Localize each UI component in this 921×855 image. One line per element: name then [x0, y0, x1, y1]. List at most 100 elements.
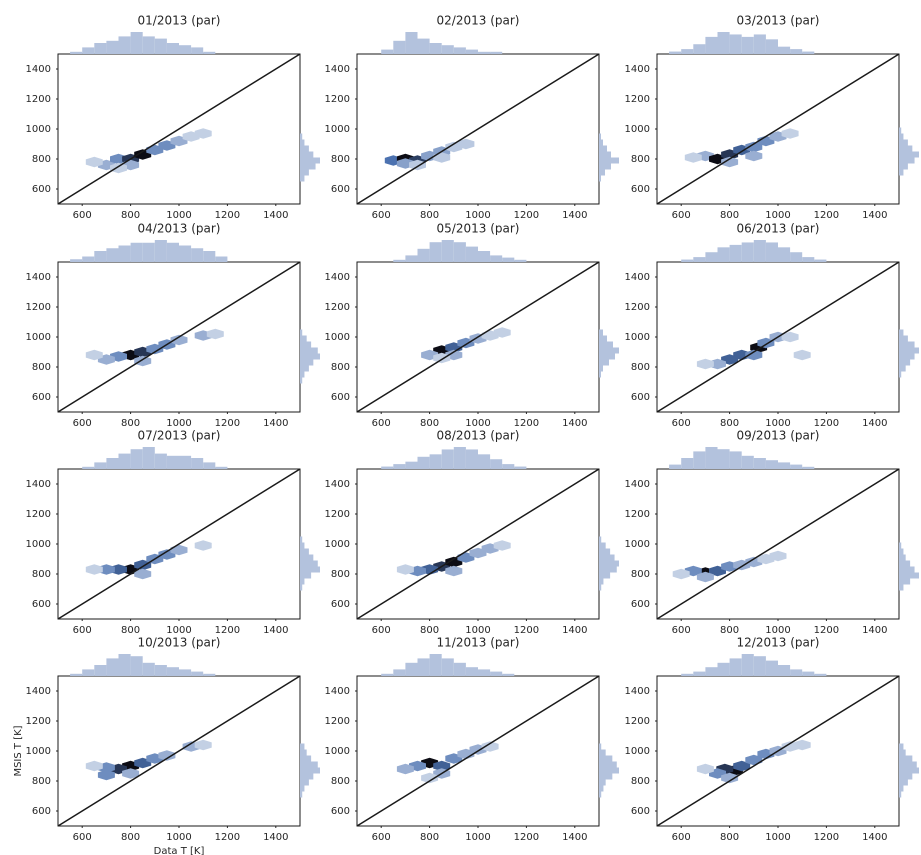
right-hist-bar [300, 749, 307, 756]
right-hist-bar [899, 761, 917, 768]
y-tick-label: 600 [32, 599, 51, 610]
top-hist-bar [514, 259, 527, 262]
x-tick-label: 1200 [514, 625, 539, 636]
identity-line [57, 675, 301, 827]
right-hist-bar [300, 335, 307, 342]
right-hist-bar [300, 151, 314, 158]
y-tick-label: 1000 [26, 746, 51, 757]
x-tick-label: 600 [73, 418, 92, 429]
y-tick-label: 1400 [325, 272, 350, 283]
right-hist-bar [300, 139, 305, 146]
top-hist-bar [778, 665, 791, 676]
x-tick-label: 600 [372, 832, 391, 843]
top-hist-bar [681, 458, 694, 469]
top-hist-bar [705, 252, 718, 262]
top-hist-bar [753, 240, 766, 262]
right-hist-bar [300, 779, 309, 786]
right-hist-bar [899, 743, 904, 750]
right-hist-bar [899, 353, 915, 360]
hex-cell [396, 763, 414, 775]
right-hist-bar [300, 572, 312, 579]
top-hist-bar [465, 449, 478, 469]
x-tick-label: 1000 [166, 418, 191, 429]
hex-cell [433, 760, 451, 772]
right-hist-bar [599, 560, 619, 567]
right-hist-bar [300, 329, 303, 336]
y-tick-label: 600 [32, 184, 51, 195]
top-hist-bar [717, 449, 730, 469]
top-hist-bar [191, 458, 204, 469]
right-hist-bar [899, 584, 904, 591]
x-tick-label: 1400 [562, 625, 587, 636]
right-hist-bar [599, 163, 611, 170]
right-hist-bar [899, 335, 908, 342]
y-tick-label: 1000 [26, 332, 51, 343]
top-hist-bar [705, 447, 718, 469]
x-tick-label: 600 [672, 210, 691, 221]
top-hist-bar [814, 673, 827, 676]
top-hist-bar [179, 455, 192, 469]
right-hist-bar [899, 145, 913, 152]
y-tick-label: 600 [331, 806, 350, 817]
x-tick-label: 1400 [562, 210, 587, 221]
top-hist-bar [502, 257, 515, 262]
right-hist-bar [899, 127, 902, 134]
right-hist-bar [300, 542, 305, 549]
hex-cell [793, 739, 811, 751]
top-hist-bar [802, 671, 815, 676]
right-hist-bar [300, 566, 320, 573]
top-hist-bar [790, 464, 803, 469]
x-tick-label: 1000 [765, 418, 790, 429]
top-hist-bar [693, 257, 706, 262]
y-tick-label: 1000 [325, 124, 350, 135]
y-tick-label: 1200 [625, 302, 650, 313]
top-hist-bar [142, 36, 155, 54]
top-hist-bar [94, 665, 107, 676]
right-hist-bar [300, 163, 316, 170]
panel-title: 10/2013 (par) [138, 636, 221, 650]
right-hist-bar [899, 347, 919, 354]
right-hist-bar [899, 791, 902, 798]
top-hist-bar [753, 458, 766, 469]
y-tick-label: 1400 [26, 479, 51, 490]
identity-line [57, 261, 301, 413]
x-tick-label: 1200 [215, 418, 240, 429]
top-hist-bar [166, 242, 179, 262]
right-hist-bar [899, 779, 908, 786]
top-hist-bar [790, 49, 803, 54]
y-tick-label: 1200 [26, 716, 51, 727]
top-hist-bar [693, 451, 706, 469]
x-tick-label: 800 [720, 625, 739, 636]
x-tick-label: 600 [73, 832, 92, 843]
top-hist-bar [478, 251, 491, 262]
top-hist-bar [417, 248, 430, 262]
x-tick-label: 1400 [862, 418, 887, 429]
right-hist-bar [899, 157, 915, 164]
hex-cell [696, 763, 714, 775]
top-hist-bar [166, 455, 179, 469]
x-tick-label: 1200 [814, 625, 839, 636]
right-hist-bar [899, 163, 908, 170]
x-tick-label: 1200 [215, 210, 240, 221]
top-hist-bar [453, 662, 466, 676]
identity-line [656, 468, 900, 620]
right-hist-bar [899, 371, 902, 378]
x-tick-label: 800 [121, 832, 140, 843]
y-tick-label: 600 [331, 599, 350, 610]
top-hist-bar [429, 43, 442, 54]
top-hist-bar [502, 673, 515, 676]
x-tick-label: 600 [73, 210, 92, 221]
right-hist-bar [300, 175, 305, 182]
top-hist-bar [490, 671, 503, 676]
x-tick-label: 800 [420, 625, 439, 636]
top-hist-bar [381, 466, 394, 469]
top-hist-bar [502, 464, 515, 469]
y-tick-label: 1400 [625, 272, 650, 283]
hex-cell [194, 540, 212, 551]
top-hist-bar [490, 255, 503, 262]
top-hist-bar [802, 466, 815, 469]
y-tick-label: 1400 [625, 479, 650, 490]
identity-line [356, 468, 600, 620]
right-hist-bar [599, 767, 619, 774]
panel-title: 06/2013 (par) [737, 222, 820, 236]
